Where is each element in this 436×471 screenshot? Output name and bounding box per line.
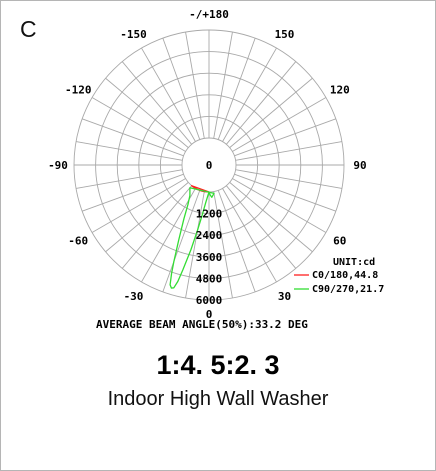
- angle-tick-label: -90: [48, 159, 68, 172]
- angle-tick-label: -150: [120, 28, 147, 41]
- grid-spoke: [213, 31, 233, 139]
- grid-spoke: [75, 141, 183, 161]
- grid-spoke: [141, 188, 196, 283]
- grid-spoke: [229, 77, 313, 148]
- grid-spoke: [185, 191, 205, 299]
- grid-spoke: [232, 97, 327, 152]
- grid-spoke: [222, 188, 277, 283]
- grid-spoke: [121, 61, 192, 145]
- angle-tick-label: 60: [333, 235, 346, 248]
- radial-tick-label: 3600: [196, 251, 223, 264]
- angle-tick-label: -30: [124, 290, 144, 303]
- series-layer: [169, 185, 215, 289]
- angle-tick-label: -120: [65, 84, 92, 97]
- grid-spoke: [91, 178, 186, 233]
- angle-tick-label: -60: [68, 235, 88, 248]
- grid-spoke: [235, 169, 343, 189]
- radial-tick-label: 6000: [196, 294, 223, 307]
- chart-legend: UNIT:cd C0/180,44.8 C90/270,21.7: [294, 257, 384, 295]
- angle-tick-label: 90: [353, 159, 366, 172]
- average-beam-angle: AVERAGE BEAM ANGLE(50%):33.2 DEG: [96, 318, 308, 331]
- grid-spoke: [226, 185, 297, 269]
- grid-spoke: [162, 37, 201, 140]
- radial-tick-label: 0: [206, 159, 213, 172]
- grid-spoke: [141, 47, 196, 142]
- grid-spoke: [185, 31, 205, 139]
- product-name: Indoor High Wall Washer: [107, 388, 329, 410]
- grid-spoke: [234, 173, 337, 212]
- polar-grid: [73, 29, 345, 301]
- grid-spoke: [217, 37, 256, 140]
- radial-tick-label: 4800: [196, 272, 223, 285]
- legend-entry-label: C90/270,21.7: [312, 284, 384, 295]
- angle-tick-label: 0: [206, 308, 213, 321]
- grid-spoke: [213, 191, 233, 299]
- radial-tick-label: 2400: [196, 229, 223, 242]
- grid-spoke: [162, 190, 201, 293]
- grid-spoke: [217, 190, 256, 293]
- grid-spoke: [222, 47, 277, 142]
- angle-tick-label: 120: [330, 84, 350, 97]
- grid-spoke: [105, 182, 189, 253]
- grid-spoke: [232, 178, 327, 233]
- panel-letter: C: [20, 16, 37, 42]
- grid-spoke: [105, 77, 189, 148]
- grid-spoke: [81, 173, 184, 212]
- angle-tick-labels: -/+180 150 120 90 60 30 -30 -60 -90 -120 -150: [48, 8, 367, 303]
- grid-spoke: [234, 118, 337, 157]
- grid-spoke: [235, 141, 343, 161]
- grid-spoke: [91, 97, 186, 152]
- legend-entry-label: C0/180,44.8: [312, 270, 378, 281]
- grid-spoke: [226, 61, 297, 145]
- angle-tick-label: 150: [275, 28, 295, 41]
- series-curve: [169, 187, 215, 289]
- radial-tick-label: 1200: [196, 208, 223, 221]
- beam-ratio: 1:4. 5:2. 3: [156, 350, 280, 380]
- unit-label: UNIT:cd: [333, 257, 375, 268]
- grid-spoke: [121, 185, 192, 269]
- angle-tick-label: 30: [278, 290, 291, 303]
- angle-tick-label: -/+180: [189, 8, 229, 21]
- grid-spoke: [75, 169, 183, 189]
- grid-spoke: [229, 182, 313, 253]
- grid-spoke: [81, 118, 184, 157]
